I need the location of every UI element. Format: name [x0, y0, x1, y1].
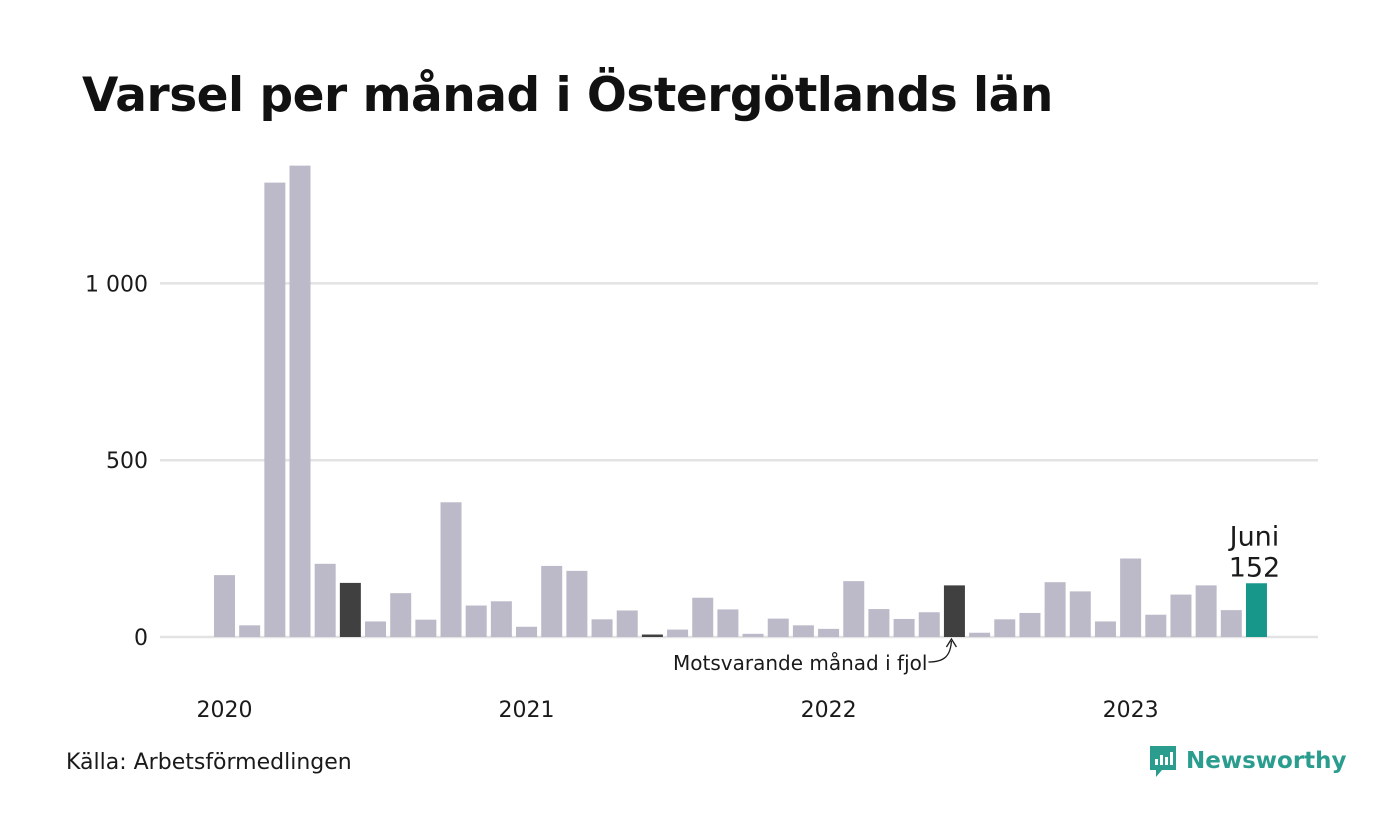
bar-2023-02 [1145, 614, 1167, 637]
x-axis-ticks: 2020 2021 2022 2023 [197, 698, 1159, 723]
y-tick-label: 0 [134, 626, 148, 651]
bar-2022-03 [868, 609, 890, 637]
bar-2020-05 [314, 563, 336, 637]
bar-2021-05 [616, 610, 638, 637]
bar-2022-12 [1094, 621, 1116, 637]
bar-2022-06 [943, 585, 965, 637]
bar-2022-02 [843, 581, 865, 637]
y-tick-label: 500 [106, 449, 148, 474]
bar-2020-10 [440, 502, 462, 637]
bar-2022-10 [1044, 582, 1066, 637]
x-tick-label: 2022 [801, 698, 857, 723]
newsworthy-logo-icon [1150, 746, 1176, 777]
y-tick-label: 1 000 [85, 272, 148, 297]
bar-2022-01 [818, 628, 840, 637]
bar-2022-11 [1069, 591, 1091, 637]
bar-2022-05 [918, 612, 940, 637]
source-note: Källa: Arbetsförmedlingen [66, 750, 352, 775]
current-value-label: Juni [1228, 521, 1280, 552]
bar-2021-11 [767, 618, 789, 637]
bar-2021-12 [792, 625, 814, 637]
annotation-arrow [928, 640, 953, 663]
bar-2022-09 [1019, 612, 1041, 637]
bar-2020-09 [415, 619, 437, 637]
brand-logo: Newsworthy [1148, 744, 1347, 778]
y-axis-ticks: 0 500 1 000 [85, 272, 148, 651]
chart-title: Varsel per månad i Östergötlands län [82, 68, 1053, 123]
bar-2023-05 [1220, 610, 1242, 637]
bar-2022-07 [969, 632, 991, 637]
x-tick-label: 2023 [1103, 698, 1159, 723]
x-tick-label: 2020 [197, 698, 253, 723]
bar-2021-08 [692, 597, 714, 637]
x-tick-label: 2021 [499, 698, 555, 723]
bar-2020-11 [465, 605, 487, 637]
bar-2022-04 [893, 618, 915, 637]
bar-2021-09 [717, 609, 739, 637]
bar-2020-02 [239, 625, 261, 637]
bar-2020-12 [490, 601, 512, 637]
brand-name: Newsworthy [1186, 748, 1347, 774]
bar-2023-03 [1170, 594, 1192, 637]
bar-2020-03 [264, 182, 286, 637]
bar-2023-06 [1245, 583, 1267, 637]
current-value-label: 152 [1229, 552, 1281, 583]
bar-2021-07 [667, 629, 689, 637]
bar-2020-07 [365, 621, 387, 637]
bar-2021-02 [541, 565, 563, 637]
bar-2022-08 [994, 619, 1016, 637]
previous-year-annotation: Motsvarande månad i fjol [673, 651, 927, 675]
bar-2020-04 [289, 165, 311, 638]
bar-2021-03 [566, 570, 588, 637]
bar-2021-06 [641, 634, 663, 637]
bar-2021-10 [742, 633, 764, 637]
bar-2020-06 [339, 582, 361, 637]
annotation-arrowhead [945, 637, 957, 648]
bar-2023-04 [1195, 585, 1217, 637]
bar-2021-01 [516, 626, 538, 637]
bar-2020-01 [214, 575, 235, 637]
bar-2020-08 [390, 593, 412, 637]
bar-2023-01 [1120, 558, 1142, 637]
bars [214, 165, 1267, 638]
bar-2021-04 [591, 619, 613, 637]
